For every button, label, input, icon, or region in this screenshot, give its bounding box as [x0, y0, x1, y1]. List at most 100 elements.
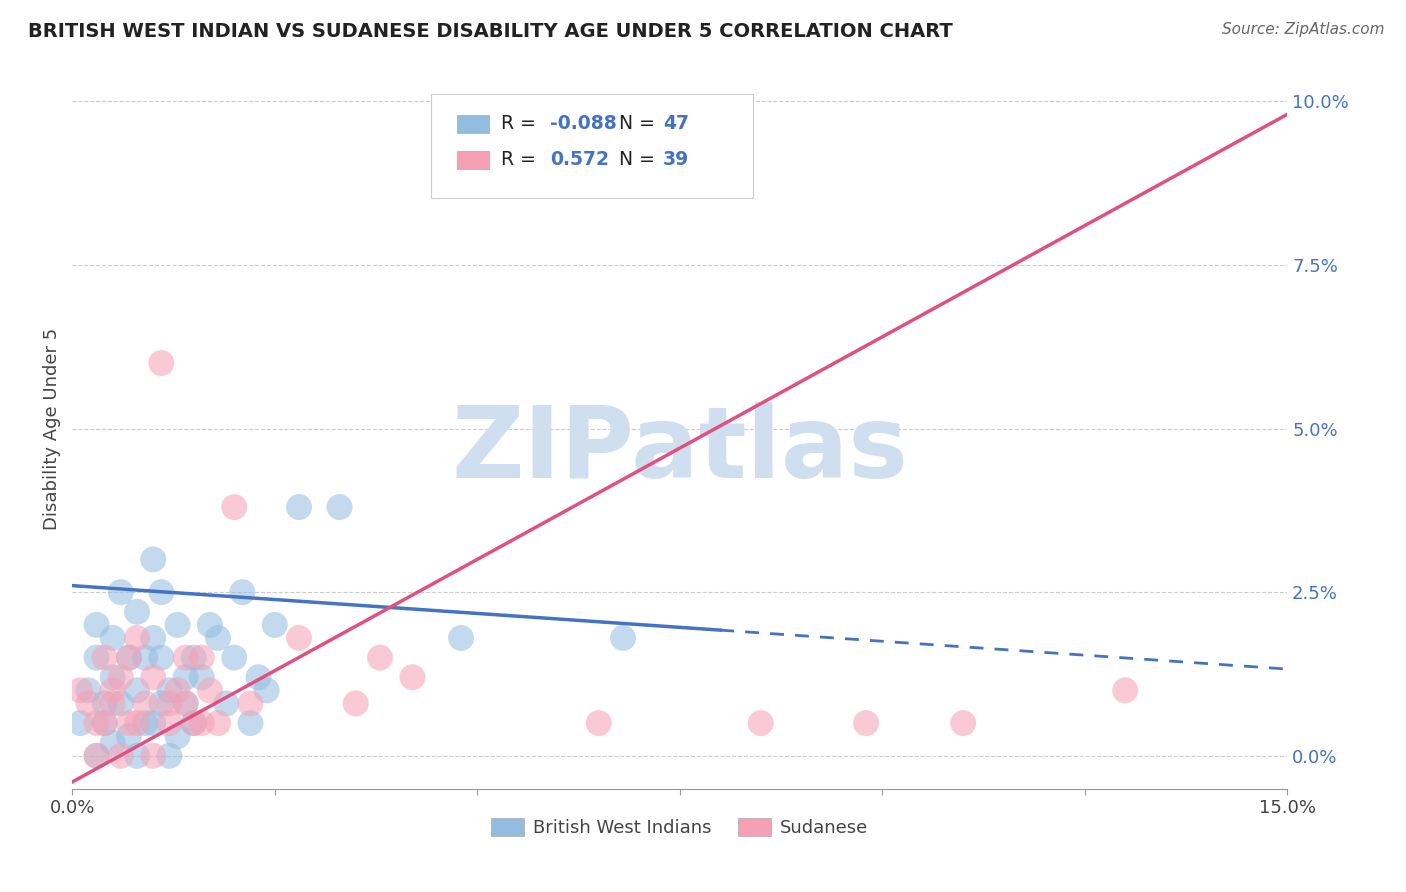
Point	[174, 650, 197, 665]
Point	[118, 729, 141, 743]
Point	[215, 697, 238, 711]
Point	[159, 716, 181, 731]
Point	[328, 500, 350, 514]
Point	[101, 697, 124, 711]
Point	[101, 631, 124, 645]
Point	[125, 716, 148, 731]
Text: R =: R =	[501, 114, 536, 134]
Point	[110, 670, 132, 684]
Point	[231, 585, 253, 599]
Point	[224, 500, 246, 514]
Text: -0.088: -0.088	[550, 114, 616, 134]
Text: ZIPatlas: ZIPatlas	[451, 401, 908, 499]
Point	[134, 650, 156, 665]
FancyBboxPatch shape	[457, 114, 489, 133]
Point	[150, 697, 173, 711]
Point	[150, 650, 173, 665]
Point	[256, 683, 278, 698]
Point	[450, 631, 472, 645]
Text: 39: 39	[662, 151, 689, 169]
Point	[93, 716, 115, 731]
Point	[142, 670, 165, 684]
Point	[174, 697, 197, 711]
Point	[86, 748, 108, 763]
Text: N =: N =	[619, 114, 655, 134]
Point	[588, 716, 610, 731]
Point	[207, 631, 229, 645]
Point	[142, 552, 165, 566]
Point	[86, 716, 108, 731]
Point	[159, 683, 181, 698]
Point	[150, 356, 173, 370]
Text: BRITISH WEST INDIAN VS SUDANESE DISABILITY AGE UNDER 5 CORRELATION CHART: BRITISH WEST INDIAN VS SUDANESE DISABILI…	[28, 22, 953, 41]
Point	[134, 697, 156, 711]
Point	[69, 683, 91, 698]
Legend: British West Indians, Sudanese: British West Indians, Sudanese	[484, 811, 876, 845]
Point	[110, 697, 132, 711]
FancyBboxPatch shape	[430, 94, 752, 198]
Point	[142, 748, 165, 763]
Point	[86, 748, 108, 763]
Point	[150, 585, 173, 599]
Point	[224, 650, 246, 665]
Point	[183, 716, 205, 731]
Point	[86, 650, 108, 665]
Point	[247, 670, 270, 684]
Point	[855, 716, 877, 731]
Point	[142, 631, 165, 645]
Point	[198, 683, 221, 698]
Point	[93, 650, 115, 665]
Point	[1114, 683, 1136, 698]
Point	[174, 697, 197, 711]
Point	[239, 697, 262, 711]
Point	[118, 650, 141, 665]
Point	[93, 697, 115, 711]
Point	[125, 631, 148, 645]
Point	[125, 683, 148, 698]
Point	[142, 716, 165, 731]
Point	[198, 618, 221, 632]
Point	[174, 670, 197, 684]
Point	[263, 618, 285, 632]
Point	[191, 670, 214, 684]
Point	[183, 716, 205, 731]
Point	[69, 716, 91, 731]
Point	[134, 716, 156, 731]
Point	[207, 716, 229, 731]
Point	[288, 631, 311, 645]
Point	[77, 697, 100, 711]
Point	[344, 697, 367, 711]
Point	[368, 650, 391, 665]
Point	[77, 683, 100, 698]
Point	[101, 670, 124, 684]
Point	[86, 618, 108, 632]
Point	[159, 697, 181, 711]
Point	[612, 631, 634, 645]
Point	[166, 729, 188, 743]
Point	[401, 670, 423, 684]
Text: 47: 47	[662, 114, 689, 134]
Point	[93, 716, 115, 731]
Point	[952, 716, 974, 731]
Point	[110, 748, 132, 763]
FancyBboxPatch shape	[457, 151, 489, 169]
Point	[118, 716, 141, 731]
Point	[118, 650, 141, 665]
Point	[166, 618, 188, 632]
Point	[159, 748, 181, 763]
Point	[239, 716, 262, 731]
Point	[125, 748, 148, 763]
Point	[101, 736, 124, 750]
Point	[101, 683, 124, 698]
Point	[183, 650, 205, 665]
Text: 0.572: 0.572	[550, 151, 609, 169]
Point	[191, 716, 214, 731]
Point	[288, 500, 311, 514]
Text: R =: R =	[501, 151, 536, 169]
Point	[166, 683, 188, 698]
Point	[749, 716, 772, 731]
Point	[125, 605, 148, 619]
Point	[110, 585, 132, 599]
Text: Source: ZipAtlas.com: Source: ZipAtlas.com	[1222, 22, 1385, 37]
Y-axis label: Disability Age Under 5: Disability Age Under 5	[44, 327, 60, 530]
